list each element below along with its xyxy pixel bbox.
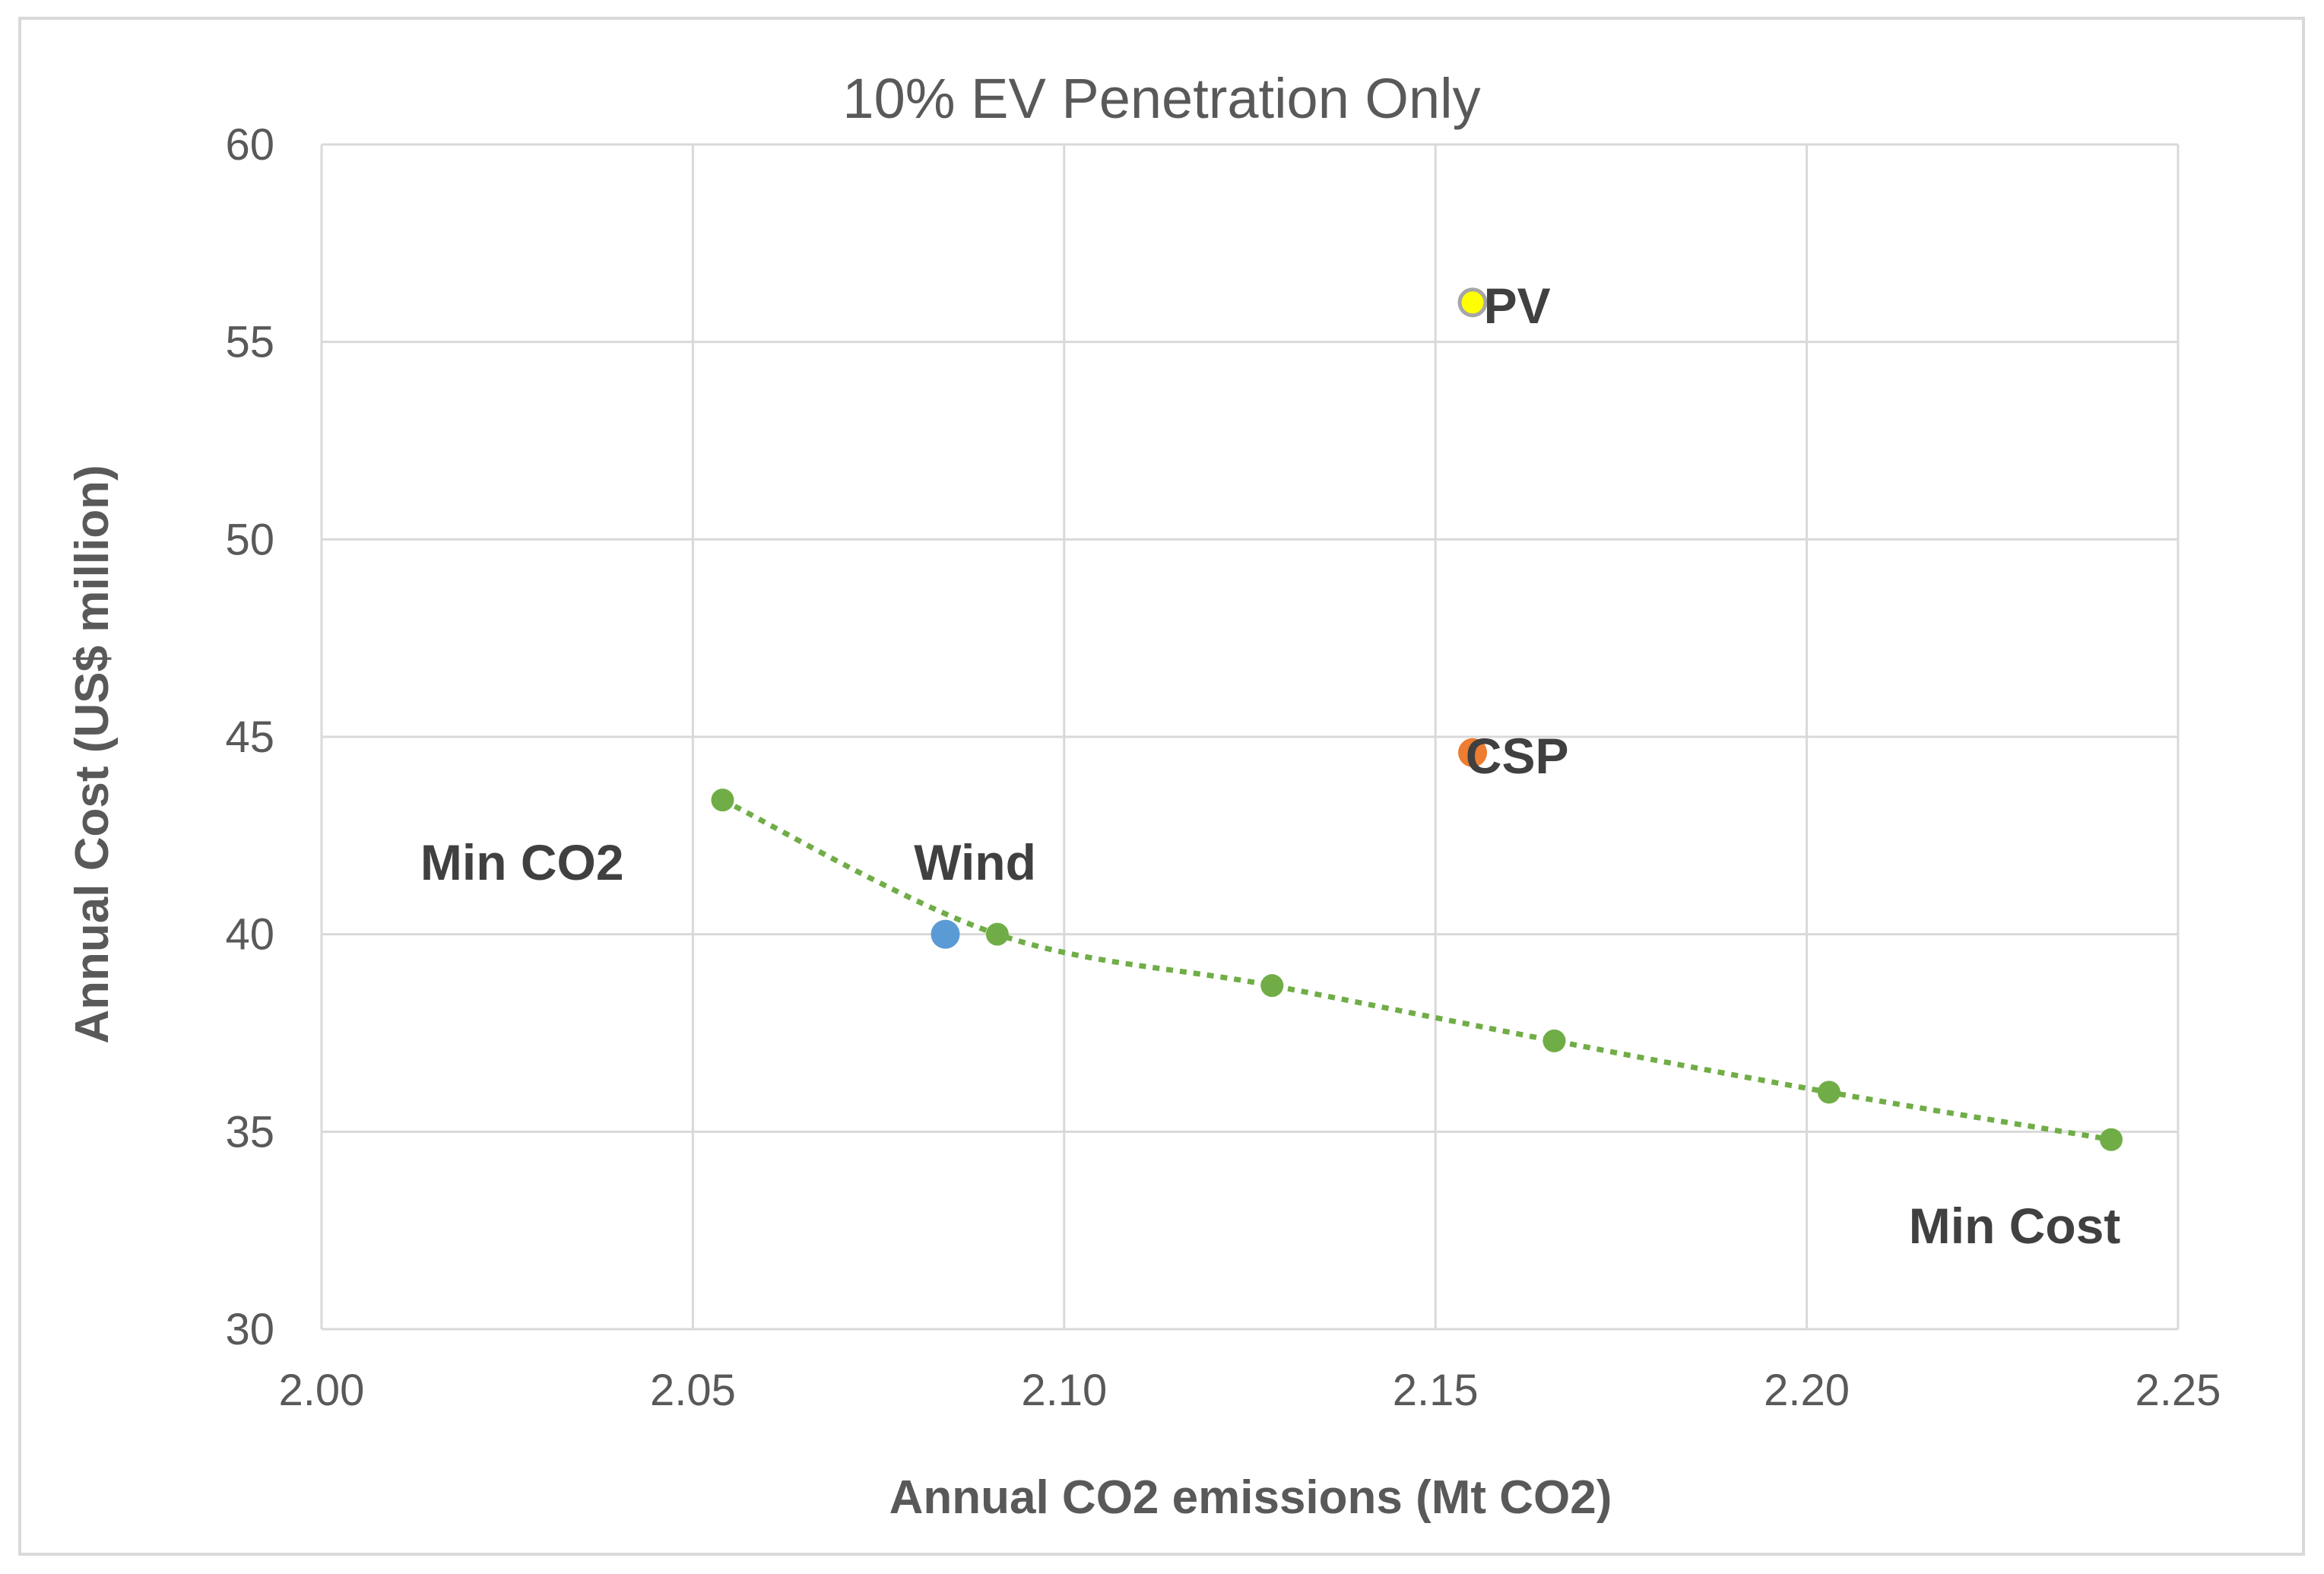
annotation-csp: CSP	[1466, 728, 1569, 784]
annotation-min-cost: Min Cost	[1909, 1198, 2121, 1254]
y-axis-label: Annual Cost (US$ million)	[66, 465, 119, 1043]
point-wind	[931, 919, 960, 949]
point-pareto-frontier	[2100, 1128, 2123, 1151]
point-pareto-frontier	[1817, 1081, 1840, 1104]
annotation-pv: PV	[1484, 278, 1551, 334]
point-pv	[1457, 287, 1488, 318]
x-tick-label: 2.20	[1764, 1366, 1850, 1415]
point-pareto-frontier	[985, 922, 1009, 946]
y-tick-label: 35	[225, 1107, 274, 1157]
y-tick-label: 40	[225, 910, 274, 960]
point-pareto-frontier	[1542, 1029, 1566, 1052]
x-tick-label: 2.05	[650, 1366, 736, 1415]
y-tick-label: 50	[225, 515, 274, 564]
annotation-min-co2: Min CO2	[420, 834, 624, 890]
chart-frame	[18, 17, 2305, 1556]
annotation-wind: Wind	[914, 834, 1036, 890]
x-tick-labels: 2.00 2.05 2.10 2.15 2.20 2.25	[279, 1366, 2221, 1415]
point-pareto-frontier	[1260, 974, 1284, 998]
x-tick-label: 2.25	[2135, 1366, 2221, 1415]
y-tick-label: 45	[225, 712, 274, 762]
y-tick-label: 30	[225, 1305, 274, 1354]
x-tick-label: 2.10	[1021, 1366, 1107, 1415]
y-tick-label: 55	[225, 318, 274, 367]
annotations: Min CO2 Wind PV CSP Min Cost	[420, 278, 2121, 1254]
x-axis-label: Annual CO2 emissions (Mt CO2)	[889, 1471, 1612, 1524]
point-pareto-frontier	[711, 789, 734, 812]
y-tick-label: 60	[225, 120, 274, 170]
y-tick-labels: 30 35 40 45 50 55 60	[225, 120, 274, 1354]
point-csp	[1458, 738, 1488, 767]
chart-title: 10% EV Penetration Only	[842, 67, 1480, 130]
x-tick-label: 2.15	[1393, 1366, 1479, 1415]
data-points	[711, 287, 2123, 1151]
x-tick-label: 2.00	[279, 1366, 365, 1415]
grid-layer	[320, 143, 2180, 1331]
